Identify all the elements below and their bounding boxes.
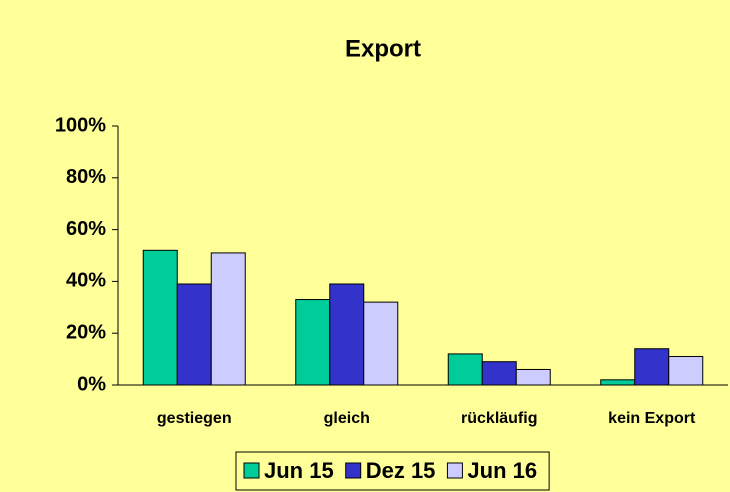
bar (142, 249, 178, 386)
y-tick-label: 80% (66, 166, 106, 188)
bar (295, 299, 331, 386)
y-tick-label: 40% (66, 270, 106, 292)
x-tick-label: gleich (324, 410, 370, 427)
bar (329, 283, 365, 386)
legend-label: Jun 15 (264, 458, 334, 483)
legend-label: Jun 16 (467, 458, 537, 483)
x-tick-label: kein Export (608, 410, 696, 427)
legend: Jun 15 Dez 15 Jun 16 (235, 451, 550, 491)
legend-swatch (446, 462, 463, 479)
bar (515, 368, 551, 386)
legend-label: Dez 15 (366, 458, 436, 483)
chart-title: Export (345, 35, 421, 62)
x-tick-label: gestiegen (157, 410, 232, 427)
y-tick-label: 60% (66, 218, 106, 240)
bar (447, 353, 483, 386)
bar (210, 252, 246, 386)
y-tick-label: 0% (77, 373, 106, 395)
bar (634, 348, 670, 386)
bar (363, 301, 399, 386)
y-tick-label: 20% (66, 321, 106, 343)
x-tick-label: rückläufig (461, 410, 537, 427)
bar (668, 356, 704, 386)
legend-swatch (345, 462, 362, 479)
bar (481, 361, 517, 386)
y-tick-label: 100% (55, 114, 106, 136)
legend-swatch (243, 462, 260, 479)
bar (176, 283, 212, 386)
bar (600, 379, 636, 386)
legend-box (235, 451, 550, 491)
